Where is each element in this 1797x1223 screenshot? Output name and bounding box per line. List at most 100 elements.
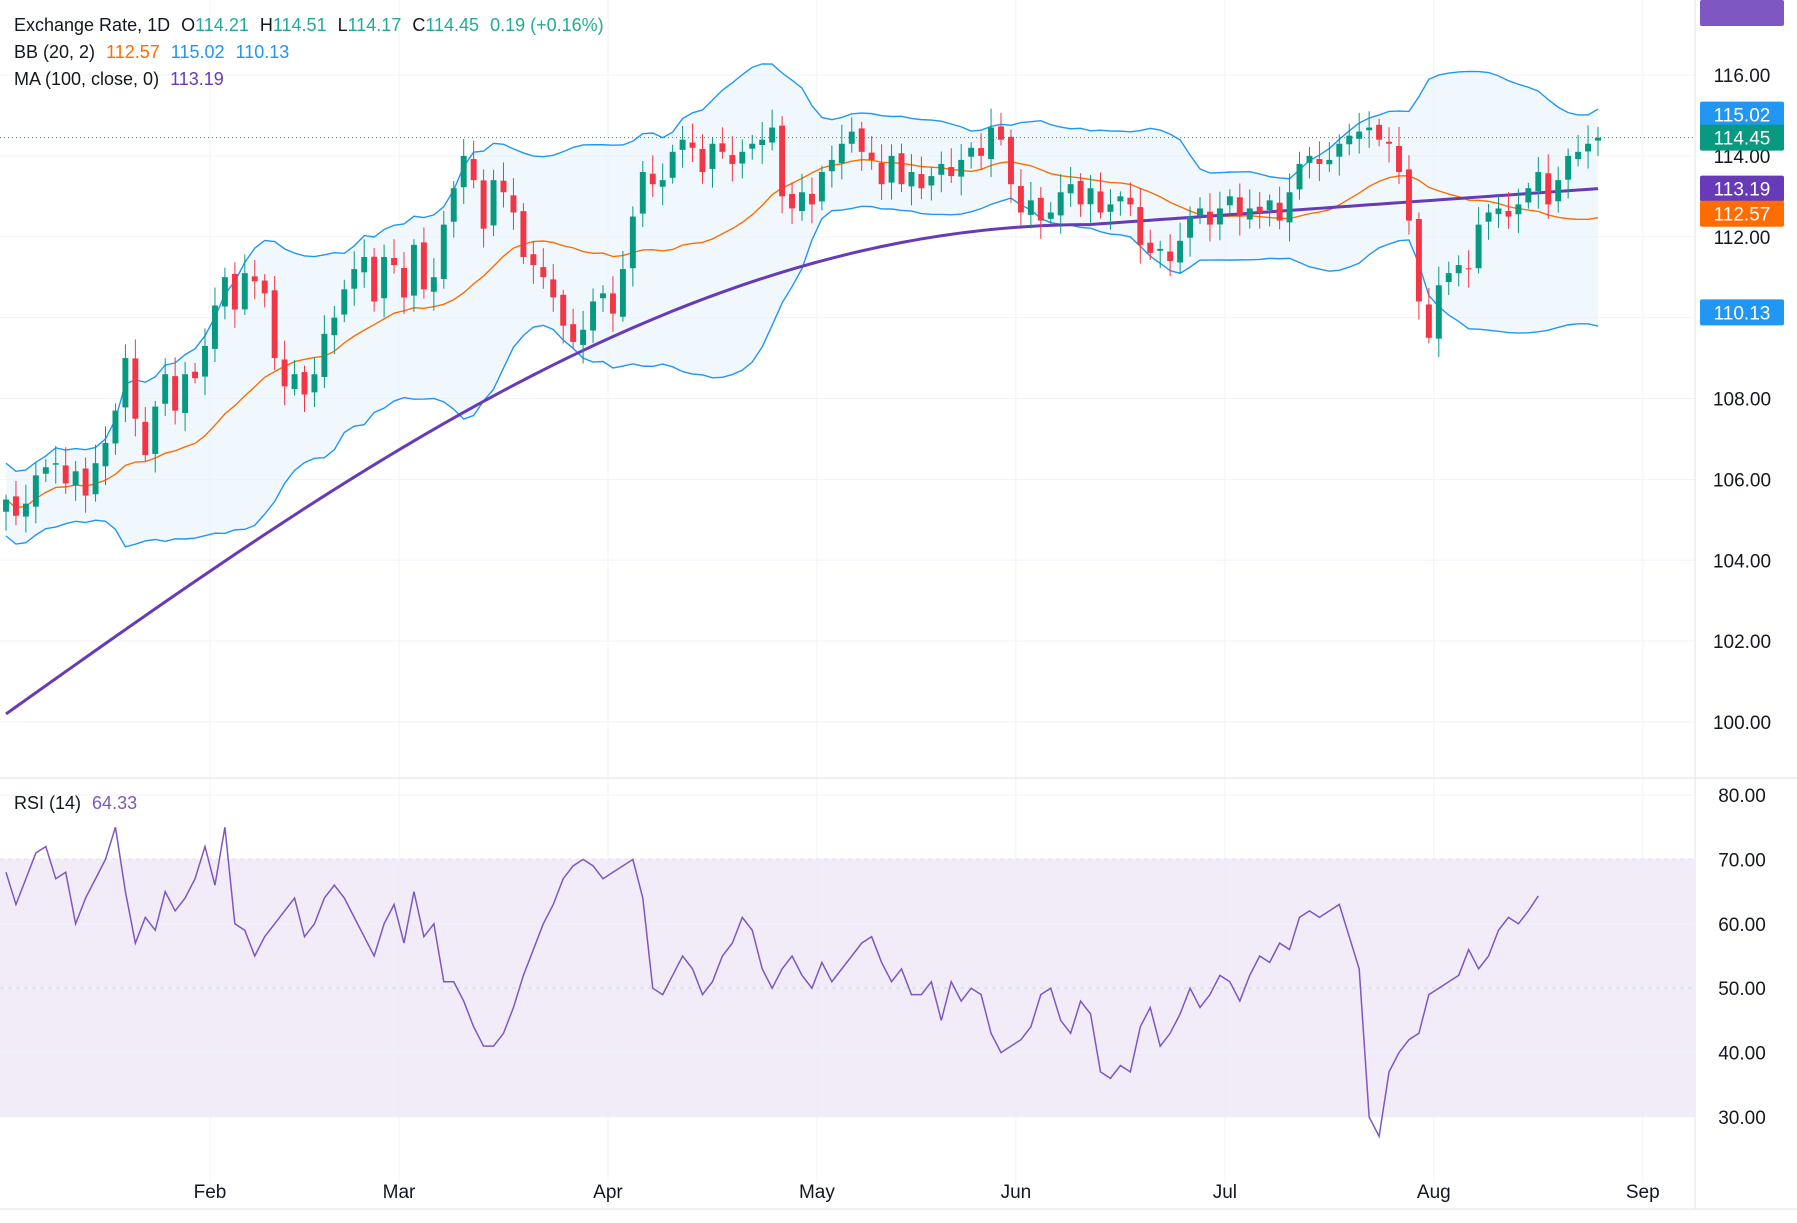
candle-body xyxy=(619,269,626,317)
candle-body xyxy=(1177,240,1184,263)
candle-body xyxy=(500,180,507,193)
candle-body xyxy=(1216,208,1223,225)
candle-body xyxy=(759,139,766,145)
candle-body xyxy=(1366,127,1373,131)
rsi-value: 64.33 xyxy=(92,793,138,813)
candle-body xyxy=(938,163,945,175)
candle-body xyxy=(401,267,407,298)
candle-body xyxy=(669,151,676,178)
candle-body xyxy=(679,139,686,150)
candle-body xyxy=(112,410,119,444)
price-tick-label: 100.00 xyxy=(1713,713,1771,734)
candle-body xyxy=(1017,186,1024,213)
candle-body xyxy=(918,174,925,189)
close-value: 114.45 xyxy=(425,15,480,35)
candle-body xyxy=(530,254,537,266)
candle-body xyxy=(450,188,457,222)
candle-body xyxy=(480,180,487,229)
bb-upper-line xyxy=(5,63,1599,473)
candle-body xyxy=(1266,200,1273,211)
candle-body xyxy=(172,376,179,411)
candle-body xyxy=(659,180,666,187)
candle-body xyxy=(1425,304,1432,338)
price-tick-label: 102.00 xyxy=(1713,632,1771,653)
candle-body xyxy=(261,280,268,294)
candle-body xyxy=(301,372,308,395)
candle-body xyxy=(251,276,258,282)
candle-body xyxy=(1405,169,1412,221)
candle-body xyxy=(271,290,278,359)
candle-body xyxy=(1047,212,1054,219)
candle-body xyxy=(1465,268,1472,270)
candle-body xyxy=(908,172,915,187)
price-badge-bg xyxy=(1700,175,1784,202)
bb-mid-value: 112.57 xyxy=(106,42,160,62)
candle-body xyxy=(1575,151,1582,160)
price-badge-label: 110.13 xyxy=(1714,303,1771,324)
legend-close: C114.45 xyxy=(412,15,479,35)
candle-body xyxy=(440,224,447,280)
legend-open: O114.21 xyxy=(181,15,249,35)
candle-body xyxy=(1485,212,1492,222)
candle-body xyxy=(122,358,129,408)
candle-body xyxy=(430,277,437,292)
candle-body xyxy=(1206,211,1213,225)
price-tick-label: 108.00 xyxy=(1713,390,1771,411)
candle-body xyxy=(789,194,796,209)
legend-low: L114.17 xyxy=(338,15,402,35)
price-badge-bg xyxy=(1700,200,1784,227)
candle-body xyxy=(1286,192,1293,223)
candle-body xyxy=(709,143,716,169)
candle-body xyxy=(570,324,577,342)
low-label: L xyxy=(337,15,348,35)
bb-lower-value: 110.13 xyxy=(235,42,290,62)
candle-body xyxy=(828,159,835,172)
price-badge-label: 115.02 xyxy=(1714,106,1771,127)
candle-body xyxy=(1187,216,1194,238)
change-value: 0.19 (+0.16%) xyxy=(490,15,604,35)
legend-main: Exchange Rate, 1D O114.21 H114.51 L114.1… xyxy=(14,15,610,36)
candle-body xyxy=(331,317,338,336)
candle-body xyxy=(52,463,59,465)
candle-body xyxy=(1495,208,1502,215)
candle-body xyxy=(868,152,875,160)
candle-body xyxy=(958,159,965,177)
month-tick-label: Mar xyxy=(383,1182,416,1203)
ma-value: 113.19 xyxy=(170,69,224,89)
candle-body xyxy=(82,468,89,496)
rsi-tick-label: 30.00 xyxy=(1718,1108,1766,1129)
low-value: 114.17 xyxy=(347,15,402,35)
candle-body xyxy=(1356,131,1363,139)
price-badge-label: 112.57 xyxy=(1714,205,1771,226)
candle-body xyxy=(3,499,9,512)
candle-body xyxy=(1027,200,1034,215)
candle-body xyxy=(102,442,109,467)
candle-body xyxy=(470,159,477,181)
candle-body xyxy=(1007,136,1014,185)
candle-body xyxy=(152,406,159,454)
bb-fill xyxy=(6,63,1598,547)
candle-body xyxy=(898,153,905,185)
candle-body xyxy=(719,143,726,152)
candle-body xyxy=(42,467,49,474)
candle-body xyxy=(1276,202,1283,221)
candle-body xyxy=(22,503,29,517)
candle-body xyxy=(550,279,557,298)
candle-body xyxy=(1127,197,1134,205)
candle-body xyxy=(381,256,388,299)
candle-body xyxy=(1346,135,1353,145)
candle-body xyxy=(281,359,288,387)
open-value: 114.21 xyxy=(195,15,249,35)
candle-body xyxy=(1057,192,1064,216)
month-tick-label: Jun xyxy=(1001,1182,1032,1203)
candle-body xyxy=(948,167,955,177)
candle-body xyxy=(1296,163,1303,190)
legend-high: H114.51 xyxy=(260,15,327,35)
candle-body xyxy=(609,293,616,314)
candle-body xyxy=(1246,208,1253,220)
candle-body xyxy=(858,128,865,152)
candles xyxy=(3,108,1601,533)
open-label: O xyxy=(181,15,196,35)
candle-body xyxy=(321,333,328,377)
